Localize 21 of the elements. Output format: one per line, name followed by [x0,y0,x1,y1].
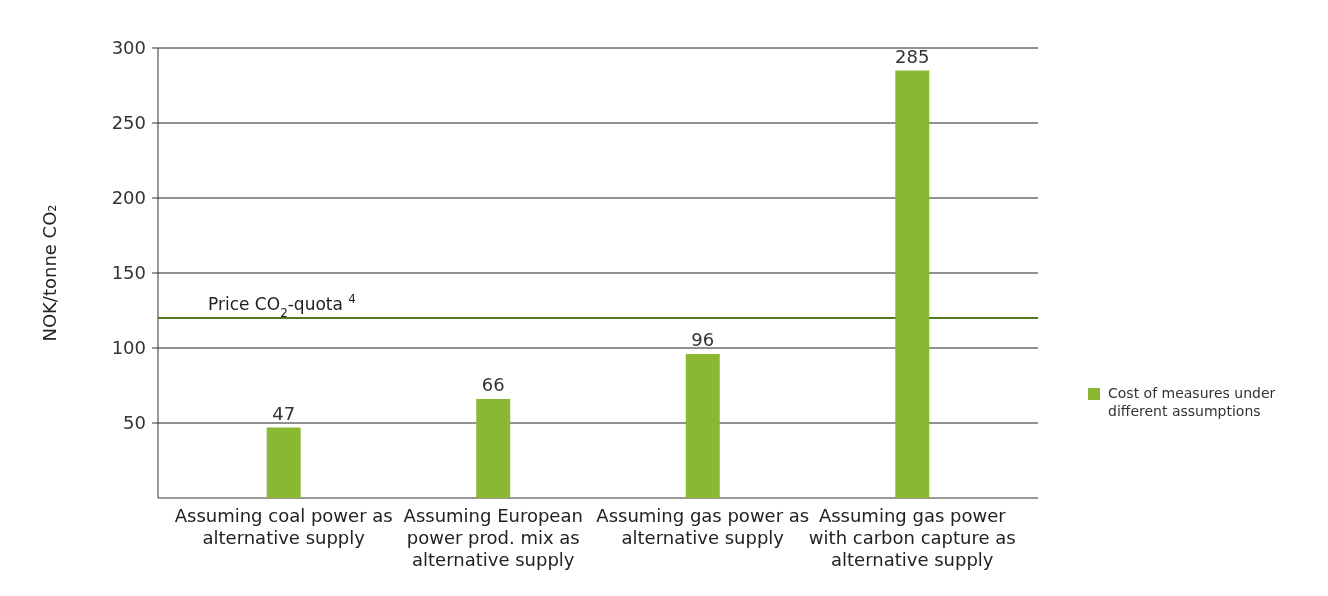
x-tick-label: Assuming gas power with carbon capture as alternative supply [808,505,1016,570]
data-label: 47 [272,402,296,424]
y-tick-label: 300 [111,37,146,59]
y-tick-label: 250 [111,112,146,134]
data-label: 285 [895,45,930,67]
y-tick-label: 100 [111,337,146,359]
bar [685,354,720,498]
bar [266,427,301,498]
data-label: 96 [691,329,715,350]
x-tick-label: Assuming European power prod. mix as alternative supply [403,505,583,570]
bar [895,70,930,498]
y-tick-label: 50 [123,412,146,434]
y-axis-title: NOK/tonne CO₂ [39,204,60,342]
y-tick-label: 200 [111,187,146,209]
x-tick-label: Assuming coal power as alternative supply [174,505,393,548]
x-tick-label: Assuming gas power as alternative supply [596,505,810,548]
data-label: 66 [481,374,505,395]
ref-line-label: Price CO$_{2}$-quota $^{4}$ [208,292,356,320]
y-tick-label: 150 [111,262,146,284]
legend-label: Cost of measures under different assumptions [1108,385,1276,419]
bar [476,399,511,498]
